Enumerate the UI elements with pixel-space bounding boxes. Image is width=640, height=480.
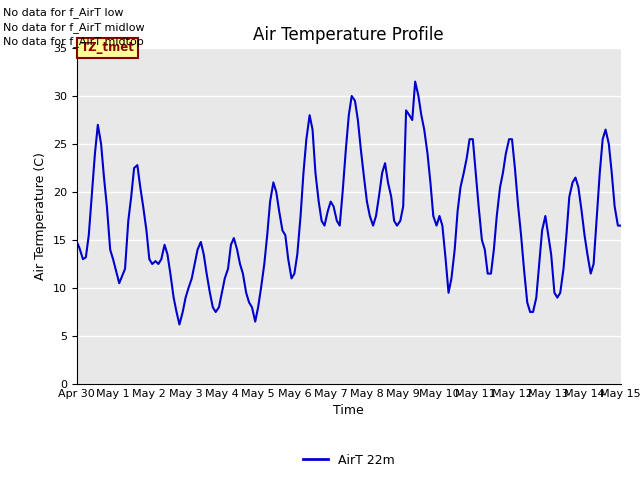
X-axis label: Time: Time	[333, 405, 364, 418]
Text: No data for f_AirT midtop: No data for f_AirT midtop	[3, 36, 144, 47]
Text: No data for f_AirT low: No data for f_AirT low	[3, 7, 124, 18]
Title: Air Temperature Profile: Air Temperature Profile	[253, 25, 444, 44]
Text: No data for f_AirT midlow: No data for f_AirT midlow	[3, 22, 145, 33]
Y-axis label: Air Termperature (C): Air Termperature (C)	[35, 152, 47, 280]
Legend: AirT 22m: AirT 22m	[298, 449, 399, 472]
Text: TZ_tmet: TZ_tmet	[81, 41, 135, 55]
